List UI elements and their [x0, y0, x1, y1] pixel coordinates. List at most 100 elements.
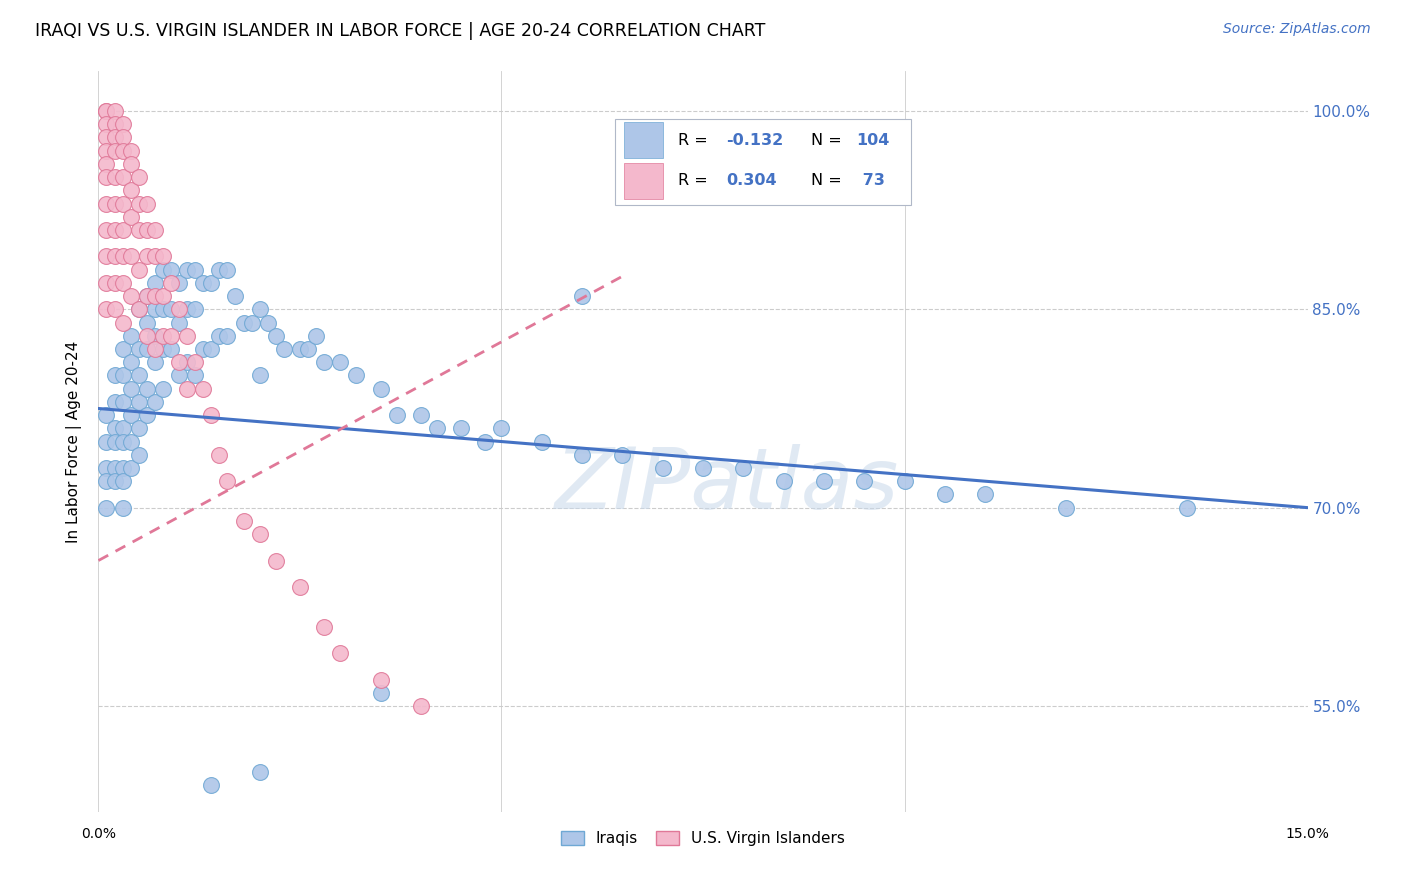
Point	[152, 262, 174, 277]
Point	[120, 289, 142, 303]
Point	[128, 262, 150, 277]
Point	[135, 382, 157, 396]
Point	[288, 580, 311, 594]
Point	[120, 183, 142, 197]
Point	[152, 250, 174, 264]
Point	[103, 170, 125, 185]
Point	[103, 196, 125, 211]
Point	[224, 289, 246, 303]
Point	[1175, 500, 1198, 515]
Point	[111, 196, 134, 211]
Point	[111, 368, 134, 383]
Bar	[624, 163, 664, 199]
Point	[135, 316, 157, 330]
Point	[143, 289, 166, 303]
Point	[96, 144, 118, 158]
Point	[103, 302, 125, 317]
Point	[167, 316, 190, 330]
Point	[96, 223, 118, 237]
Point	[111, 130, 134, 145]
Point	[135, 223, 157, 237]
Point	[329, 355, 352, 369]
Point	[571, 289, 593, 303]
Point	[193, 382, 215, 396]
Point	[167, 276, 190, 290]
Point	[370, 686, 392, 700]
Point	[256, 316, 278, 330]
Point	[120, 382, 142, 396]
Point	[249, 302, 271, 317]
Point	[491, 421, 513, 435]
Point	[128, 223, 150, 237]
Text: -0.132: -0.132	[725, 133, 783, 148]
Point	[111, 461, 134, 475]
Point	[111, 316, 134, 330]
Point	[893, 474, 915, 488]
Point	[111, 474, 134, 488]
Point	[128, 421, 150, 435]
Point	[143, 302, 166, 317]
Point	[167, 355, 190, 369]
Point	[264, 328, 287, 343]
Point	[96, 196, 118, 211]
Point	[128, 302, 150, 317]
Point	[143, 223, 166, 237]
Point	[103, 474, 125, 488]
Point	[1054, 500, 1077, 515]
Text: 104: 104	[856, 133, 890, 148]
Point	[143, 395, 166, 409]
Point	[96, 103, 118, 118]
Point	[120, 355, 142, 369]
Point	[167, 368, 190, 383]
Point	[103, 130, 125, 145]
Point	[193, 342, 215, 356]
Point	[152, 289, 174, 303]
Point	[96, 500, 118, 515]
Point	[152, 328, 174, 343]
Point	[160, 276, 183, 290]
Point	[176, 328, 198, 343]
Point	[200, 778, 222, 792]
Point	[103, 395, 125, 409]
Point	[96, 170, 118, 185]
Point	[120, 210, 142, 224]
Point	[934, 487, 956, 501]
Point	[120, 157, 142, 171]
Point	[288, 342, 311, 356]
Point	[314, 620, 336, 634]
Legend: Iraqis, U.S. Virgin Islanders: Iraqis, U.S. Virgin Islanders	[554, 825, 852, 852]
Point	[450, 421, 472, 435]
Point	[143, 355, 166, 369]
Point	[813, 474, 835, 488]
Point	[135, 342, 157, 356]
Point	[314, 355, 336, 369]
Point	[143, 342, 166, 356]
Point	[103, 368, 125, 383]
Point	[135, 408, 157, 422]
Point	[370, 382, 392, 396]
Point	[249, 765, 271, 780]
Text: ZIPatlas: ZIPatlas	[555, 444, 900, 527]
Point	[120, 328, 142, 343]
Text: 0.0%: 0.0%	[82, 827, 115, 840]
Point	[96, 408, 118, 422]
Point	[103, 117, 125, 131]
Point	[143, 328, 166, 343]
Point	[111, 117, 134, 131]
Point	[96, 130, 118, 145]
Point	[111, 500, 134, 515]
Point	[344, 368, 367, 383]
Point	[128, 196, 150, 211]
Point	[232, 316, 254, 330]
Point	[329, 646, 352, 660]
Point	[120, 434, 142, 449]
Y-axis label: In Labor Force | Age 20-24: In Labor Force | Age 20-24	[66, 341, 83, 542]
Point	[249, 527, 271, 541]
Point	[264, 553, 287, 567]
Point	[208, 262, 231, 277]
Point	[128, 448, 150, 462]
Point	[120, 408, 142, 422]
Point	[733, 461, 755, 475]
Point	[96, 434, 118, 449]
Point	[217, 262, 239, 277]
